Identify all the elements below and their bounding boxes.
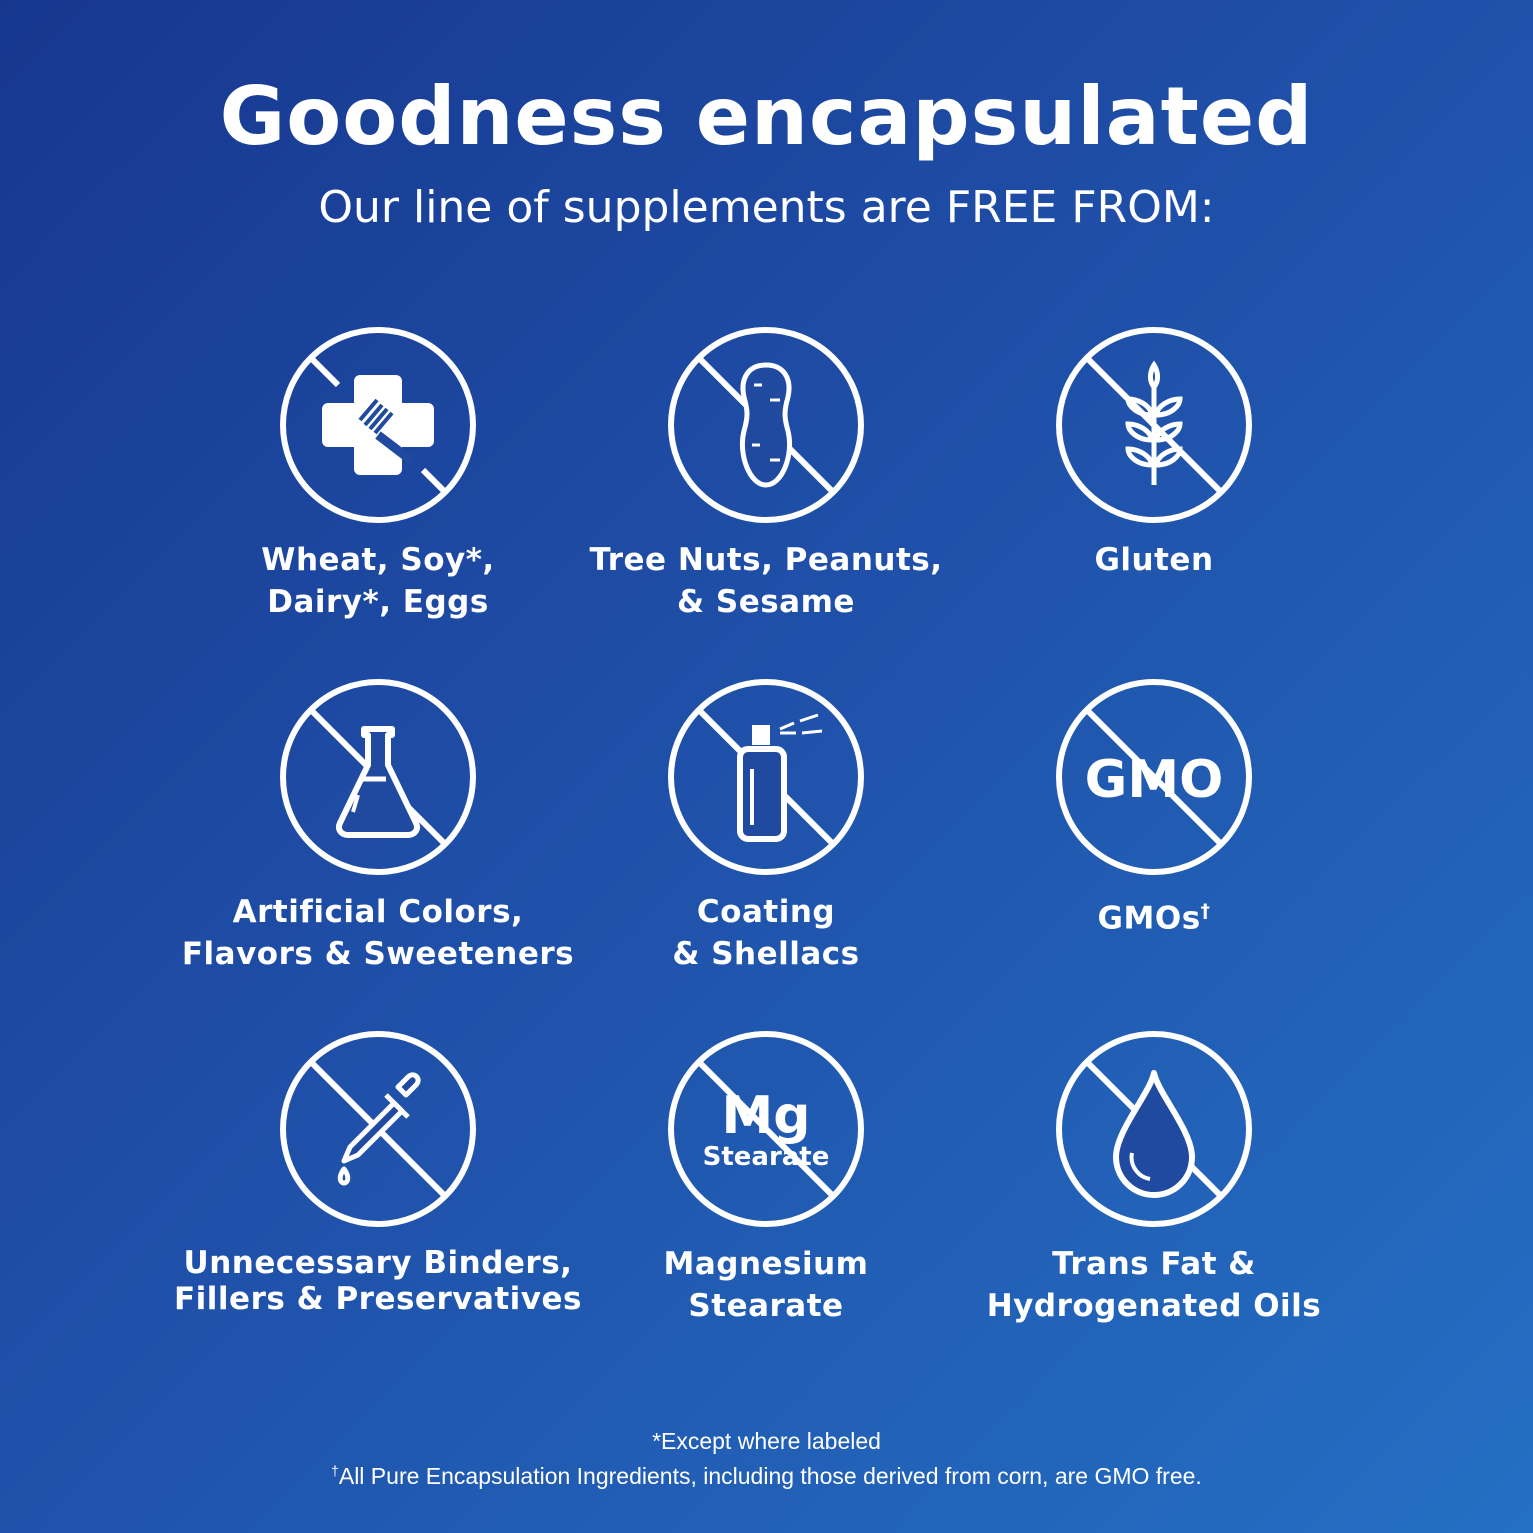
item-binders-fillers: Unnecessary Binders, Fillers & Preservat… (168, 1029, 588, 1317)
item-artificial-colors: Artificial Colors, Flavors & Sweeteners (168, 677, 588, 975)
item-label: Tree Nuts, Peanuts, & Sesame (589, 542, 943, 620)
no-oil-drop-icon (1056, 1031, 1252, 1227)
item-trans-fat-oils: Trans Fat & Hydrogenated Oils (944, 1029, 1364, 1327)
page-subtitle: Our line of supplements are FREE FROM: (318, 182, 1215, 233)
stearate-icon-text: Stearate (703, 1142, 830, 1172)
item-label: Wheat, Soy*, Dairy*, Eggs (261, 542, 495, 620)
item-nuts-peanuts-sesame: Tree Nuts, Peanuts, & Sesame (556, 325, 976, 623)
no-allergen-cross-fork-icon (280, 327, 476, 523)
gmo-icon-text: GMO (1085, 750, 1224, 810)
no-gmo-icon: GMO (1056, 679, 1252, 875)
no-flask-icon (280, 679, 476, 875)
item-label: Trans Fat & Hydrogenated Oils (986, 1246, 1322, 1324)
item-coating-shellacs: Coating & Shellacs (556, 677, 976, 975)
no-dropper-icon (280, 1031, 476, 1227)
page-title: Goodness encapsulated (219, 70, 1314, 163)
item-label: GMOs† (944, 891, 1364, 939)
dagger-mark: † (1200, 901, 1211, 922)
item-gmos: GMO GMOs† (944, 677, 1364, 939)
item-label: Unnecessary Binders, Fillers & Preservat… (174, 1245, 582, 1317)
item-gluten: Gluten (944, 325, 1364, 581)
item-wheat-soy-dairy-eggs: Wheat, Soy*, Dairy*, Eggs (168, 325, 588, 623)
item-label: Coating & Shellacs (672, 894, 860, 972)
mg-icon-text: Mg (722, 1086, 811, 1146)
no-peanut-icon (668, 327, 864, 523)
no-wheat-icon (1056, 327, 1252, 523)
footnote-asterisk: *Except where labeled (652, 1428, 881, 1454)
footnote-dagger-text: All Pure Encapsulation Ingredients, incl… (338, 1463, 1202, 1489)
item-magnesium-stearate: Mg Stearate Magnesium Stearate (556, 1029, 976, 1327)
item-label: Gluten (1094, 542, 1214, 578)
dagger-mark: † (331, 1463, 339, 1479)
item-label: Artificial Colors, Flavors & Sweeteners (181, 894, 575, 972)
footnote-dagger: †All Pure Encapsulation Ingredients, inc… (0, 1463, 1533, 1490)
no-mg-stearate-icon: Mg Stearate (668, 1031, 864, 1227)
no-spray-can-icon (668, 679, 864, 875)
item-label: Magnesium Stearate (663, 1246, 869, 1324)
item-label-text: GMOs (1097, 900, 1201, 937)
